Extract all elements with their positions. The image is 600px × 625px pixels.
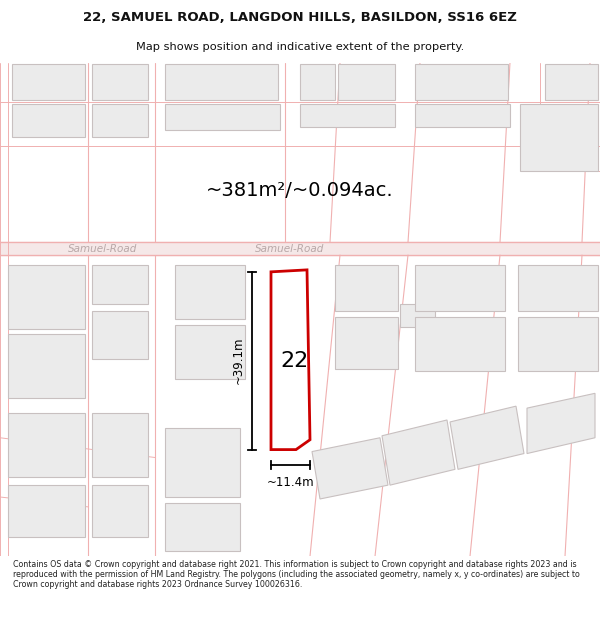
- Text: 22, SAMUEL ROAD, LANGDON HILLS, BASILDON, SS16 6EZ: 22, SAMUEL ROAD, LANGDON HILLS, BASILDON…: [83, 11, 517, 24]
- Polygon shape: [8, 413, 85, 478]
- Polygon shape: [335, 265, 398, 311]
- Text: ~39.1m: ~39.1m: [232, 337, 245, 384]
- Polygon shape: [312, 438, 388, 499]
- Polygon shape: [8, 334, 85, 398]
- Text: ~381m²/~0.094ac.: ~381m²/~0.094ac.: [206, 181, 394, 201]
- Polygon shape: [415, 64, 508, 100]
- Polygon shape: [92, 485, 148, 536]
- Polygon shape: [175, 265, 245, 319]
- Polygon shape: [12, 64, 85, 100]
- Polygon shape: [175, 325, 245, 379]
- Polygon shape: [165, 503, 240, 551]
- Polygon shape: [165, 428, 240, 497]
- Polygon shape: [271, 270, 310, 449]
- Polygon shape: [527, 393, 595, 454]
- Polygon shape: [520, 104, 598, 171]
- Polygon shape: [92, 265, 148, 304]
- Polygon shape: [165, 64, 278, 100]
- Polygon shape: [92, 104, 148, 136]
- Polygon shape: [92, 64, 148, 100]
- Text: 22: 22: [281, 351, 309, 371]
- Polygon shape: [545, 64, 598, 100]
- Polygon shape: [92, 311, 148, 359]
- Polygon shape: [415, 265, 505, 311]
- Polygon shape: [338, 64, 395, 100]
- Polygon shape: [415, 318, 505, 371]
- Polygon shape: [92, 413, 148, 478]
- Polygon shape: [335, 318, 398, 369]
- Polygon shape: [518, 265, 598, 311]
- Text: Map shows position and indicative extent of the property.: Map shows position and indicative extent…: [136, 42, 464, 52]
- Text: Contains OS data © Crown copyright and database right 2021. This information is : Contains OS data © Crown copyright and d…: [13, 560, 580, 589]
- Polygon shape: [300, 64, 335, 100]
- Polygon shape: [8, 265, 85, 329]
- Text: Samuel-Road: Samuel-Road: [68, 244, 137, 254]
- Polygon shape: [300, 104, 395, 127]
- Polygon shape: [518, 318, 598, 371]
- Text: Samuel-Road: Samuel-Road: [255, 244, 325, 254]
- Polygon shape: [8, 485, 85, 536]
- Polygon shape: [382, 420, 455, 485]
- Text: ~11.4m: ~11.4m: [266, 476, 314, 489]
- Polygon shape: [400, 304, 435, 327]
- Polygon shape: [165, 104, 280, 129]
- Polygon shape: [12, 104, 85, 136]
- Polygon shape: [415, 104, 510, 127]
- Polygon shape: [450, 406, 524, 469]
